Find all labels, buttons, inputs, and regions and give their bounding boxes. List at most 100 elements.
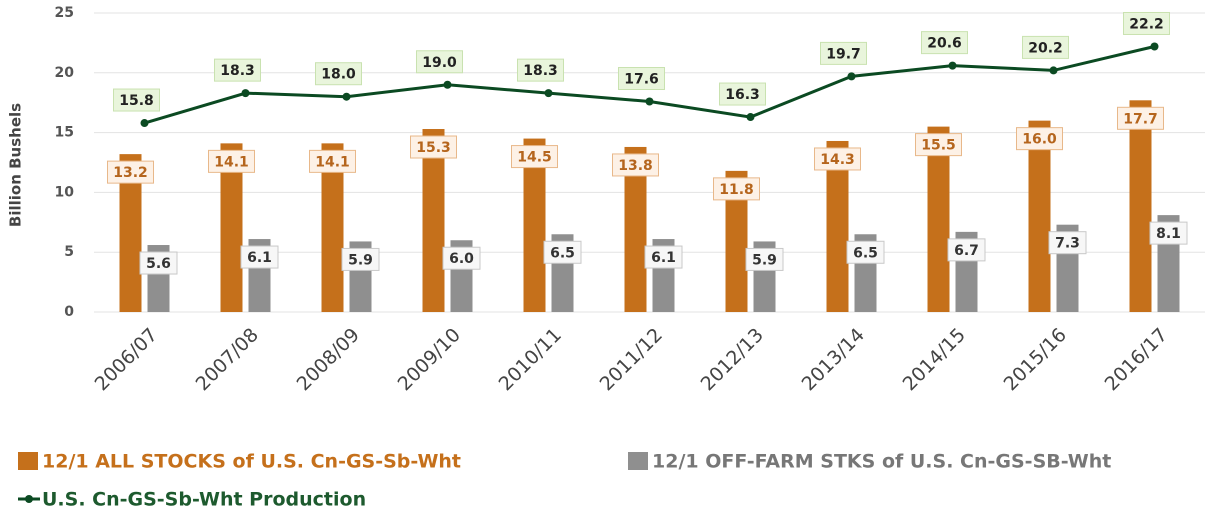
bar (1028, 120, 1051, 312)
data-label-box (713, 177, 760, 201)
data-label: 15.5 (921, 138, 956, 154)
data-label: 5.9 (752, 252, 777, 268)
data-label: 15.8 (119, 93, 154, 109)
data-label-box (618, 67, 665, 91)
data-label: 20.2 (1028, 40, 1063, 56)
y-axis-label: Billion Bushels (7, 103, 25, 227)
x-tick-label: 2006/07 (91, 324, 162, 395)
data-label: 17.7 (1123, 111, 1158, 127)
y-tick-label: 15 (55, 125, 74, 141)
bar (826, 140, 849, 312)
data-label-box (240, 245, 279, 269)
data-label: 19.0 (422, 55, 457, 71)
data-label-box (1123, 11, 1170, 35)
data-label: 6.1 (247, 250, 272, 266)
data-label-box (947, 238, 986, 262)
data-label: 13.8 (618, 158, 653, 174)
x-tick-label: 2011/12 (596, 324, 667, 395)
line-marker (140, 119, 149, 128)
y-tick-label: 10 (55, 184, 75, 200)
data-label-box (1149, 221, 1188, 245)
y-tick-label: 5 (64, 244, 74, 260)
bar (220, 143, 243, 312)
data-label-box (517, 58, 564, 82)
data-label-box (1048, 231, 1087, 255)
data-label: 14.3 (820, 152, 855, 168)
line-marker (645, 97, 654, 106)
bar (119, 154, 142, 312)
line-marker (1049, 66, 1058, 75)
legend-label: 12/1 OFF-FARM STKS of U.S. Cn-GS-SB-Wht (652, 451, 1111, 473)
data-label-box (915, 133, 962, 157)
line-marker (847, 72, 856, 81)
x-tick-label: 2013/14 (798, 324, 869, 395)
x-tick-label: 2012/13 (697, 324, 768, 395)
data-label: 18.0 (321, 67, 356, 83)
data-label-box (309, 149, 356, 173)
y-tick-label: 0 (64, 304, 74, 320)
data-label: 18.3 (220, 63, 255, 79)
x-tick-label: 2007/08 (192, 324, 263, 395)
data-label: 5.9 (348, 252, 373, 268)
data-label: 19.7 (826, 46, 861, 62)
data-label-box (442, 246, 481, 270)
data-label-box (612, 153, 659, 177)
line-marker (948, 61, 957, 70)
data-label: 6.7 (954, 243, 979, 259)
data-label-box (511, 145, 558, 169)
data-label-box (719, 82, 766, 106)
bar (422, 129, 445, 312)
line-marker (241, 89, 250, 98)
data-label-box (1022, 35, 1069, 59)
line-marker (443, 80, 452, 89)
data-label: 8.1 (1156, 226, 1181, 242)
data-label-box (139, 251, 178, 275)
data-label: 18.3 (523, 63, 558, 79)
data-label: 6.1 (651, 250, 676, 266)
data-label-box (1016, 127, 1063, 151)
y-tick-label: 25 (55, 5, 74, 21)
data-label: 15.3 (416, 140, 451, 156)
data-label: 13.2 (113, 165, 148, 181)
line-marker (746, 113, 755, 122)
legend-swatch (18, 452, 38, 470)
x-tick-label: 2014/15 (899, 324, 970, 395)
data-label-box (315, 62, 362, 86)
data-label-box (208, 149, 255, 173)
data-label-box (846, 240, 885, 264)
data-label: 14.1 (315, 154, 350, 170)
data-label: 16.0 (1022, 132, 1057, 148)
bar (927, 126, 950, 313)
data-label-box (107, 160, 154, 184)
legend-label: 12/1 ALL STOCKS of U.S. Cn-GS-Sb-Wht (42, 451, 461, 473)
data-label-box (820, 41, 867, 65)
data-label-box (214, 58, 261, 82)
data-label: 20.6 (927, 36, 962, 52)
bar (321, 143, 344, 312)
data-label: 14.1 (214, 154, 249, 170)
data-label-box (1117, 106, 1164, 130)
data-label: 7.3 (1055, 236, 1080, 252)
data-label-box (113, 88, 160, 112)
data-label: 6.0 (449, 251, 474, 267)
bar (624, 146, 647, 312)
data-label: 16.3 (725, 87, 760, 103)
data-label: 6.5 (853, 245, 878, 261)
data-label: 14.5 (517, 150, 552, 166)
line-marker (544, 89, 553, 98)
bar (725, 170, 748, 312)
data-label-box (543, 240, 582, 264)
data-label-box (921, 31, 968, 55)
x-tick-label: 2008/09 (293, 324, 364, 395)
data-label: 17.6 (624, 72, 659, 88)
data-label-box (410, 135, 457, 159)
data-label-box (341, 247, 380, 271)
x-tick-label: 2010/11 (495, 324, 566, 395)
data-label-box (644, 245, 683, 269)
bar (523, 138, 546, 312)
data-label-box (416, 50, 463, 74)
x-tick-label: 2009/10 (394, 324, 465, 395)
y-tick-label: 20 (55, 65, 75, 81)
legend-swatch (628, 452, 648, 470)
